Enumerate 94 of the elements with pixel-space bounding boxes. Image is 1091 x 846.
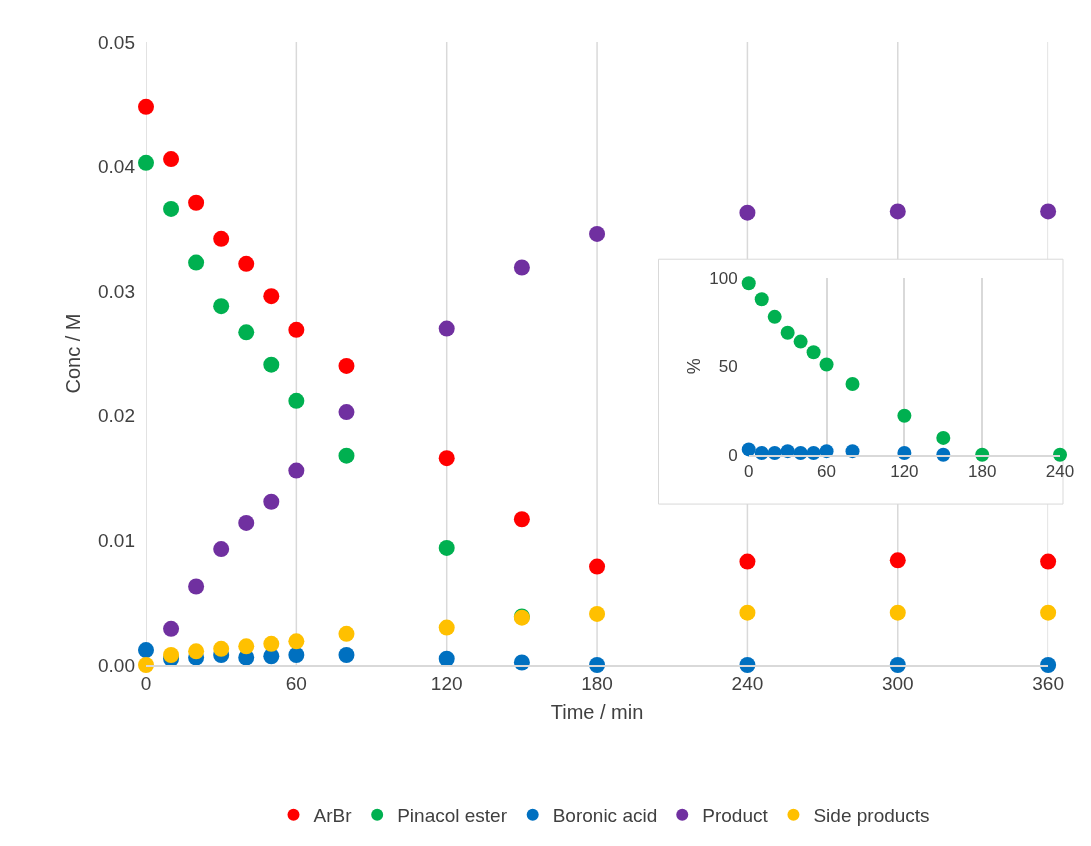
point xyxy=(213,541,230,558)
point xyxy=(338,447,355,464)
point xyxy=(263,356,280,373)
point xyxy=(188,578,205,595)
x-tick-label: 240 xyxy=(1045,461,1075,481)
point xyxy=(163,200,180,217)
x-tick-label: 60 xyxy=(817,461,837,481)
point xyxy=(889,552,906,569)
point xyxy=(793,334,808,349)
point xyxy=(438,539,455,556)
point xyxy=(819,357,834,372)
x-tick-label: 0 xyxy=(744,461,754,481)
x-tick-label: 180 xyxy=(968,461,997,481)
point xyxy=(806,345,821,360)
point xyxy=(1040,553,1057,570)
point xyxy=(263,493,280,510)
y-tick-label: 0.01 xyxy=(98,530,135,552)
point xyxy=(288,647,305,664)
point xyxy=(188,254,205,271)
point xyxy=(754,292,769,307)
y-tick-label: 0.00 xyxy=(98,654,135,676)
point xyxy=(288,462,305,479)
point xyxy=(741,442,756,457)
point xyxy=(288,392,305,409)
point xyxy=(138,642,154,659)
x-tick-label: 120 xyxy=(890,461,919,481)
legend-label: ArBr xyxy=(313,805,353,827)
legend-label: Pinacol ester xyxy=(397,805,508,827)
point xyxy=(188,194,205,211)
point xyxy=(213,298,230,315)
x-tick-label: 0 xyxy=(140,672,152,694)
y-tick-label: 100 xyxy=(709,268,738,288)
y-tick-label: 0.02 xyxy=(98,405,135,427)
x-axis-title: Time / min xyxy=(550,700,644,723)
point xyxy=(741,276,756,291)
point xyxy=(238,514,255,531)
point xyxy=(438,320,455,337)
y-tick-label: 0.05 xyxy=(98,31,135,53)
x-tick-label: 180 xyxy=(581,672,613,694)
point xyxy=(438,619,455,636)
point xyxy=(589,558,606,575)
point xyxy=(767,309,782,324)
point xyxy=(1040,604,1057,621)
point xyxy=(188,643,205,660)
point xyxy=(338,647,355,664)
point xyxy=(1040,203,1057,220)
point xyxy=(238,255,255,272)
point xyxy=(213,640,230,657)
legend-label: Side products xyxy=(813,805,930,827)
point xyxy=(739,204,756,221)
point xyxy=(263,288,280,305)
point xyxy=(513,511,530,528)
point xyxy=(338,404,355,421)
point xyxy=(288,321,305,338)
point xyxy=(845,377,860,391)
point xyxy=(589,605,606,622)
point xyxy=(263,635,280,652)
point xyxy=(897,408,912,423)
point xyxy=(138,154,154,171)
point xyxy=(780,325,795,340)
legend-label: Boronic acid xyxy=(552,805,658,827)
point xyxy=(288,633,305,650)
y-tick-label: 50 xyxy=(718,357,738,377)
point xyxy=(438,650,455,667)
legend-label: Product xyxy=(702,805,769,827)
point xyxy=(238,638,255,655)
y-tick-label: 0.03 xyxy=(98,280,135,302)
point xyxy=(138,657,154,673)
y-tick-label: 0.04 xyxy=(98,156,136,178)
point xyxy=(163,151,180,168)
y-axis-title: Conc / M xyxy=(61,313,84,394)
point xyxy=(1053,447,1068,462)
point xyxy=(889,604,906,621)
point xyxy=(438,450,455,467)
point xyxy=(213,230,230,247)
point xyxy=(739,553,756,570)
x-tick-label: 240 xyxy=(731,672,764,694)
point xyxy=(163,620,180,637)
x-tick-label: 360 xyxy=(1032,672,1064,694)
point xyxy=(1040,657,1057,673)
y-tick-label: 0 xyxy=(728,445,738,465)
point xyxy=(138,98,154,115)
x-tick-label: 60 xyxy=(285,672,307,694)
x-tick-label: 120 xyxy=(430,672,463,694)
x-tick-label: 300 xyxy=(881,672,914,694)
point xyxy=(889,203,906,220)
point xyxy=(513,259,530,276)
point xyxy=(338,625,355,642)
point xyxy=(739,604,756,621)
point xyxy=(238,324,255,341)
y-axis-title: % xyxy=(683,358,704,375)
point xyxy=(338,357,355,374)
point xyxy=(589,225,606,242)
point xyxy=(936,430,951,445)
